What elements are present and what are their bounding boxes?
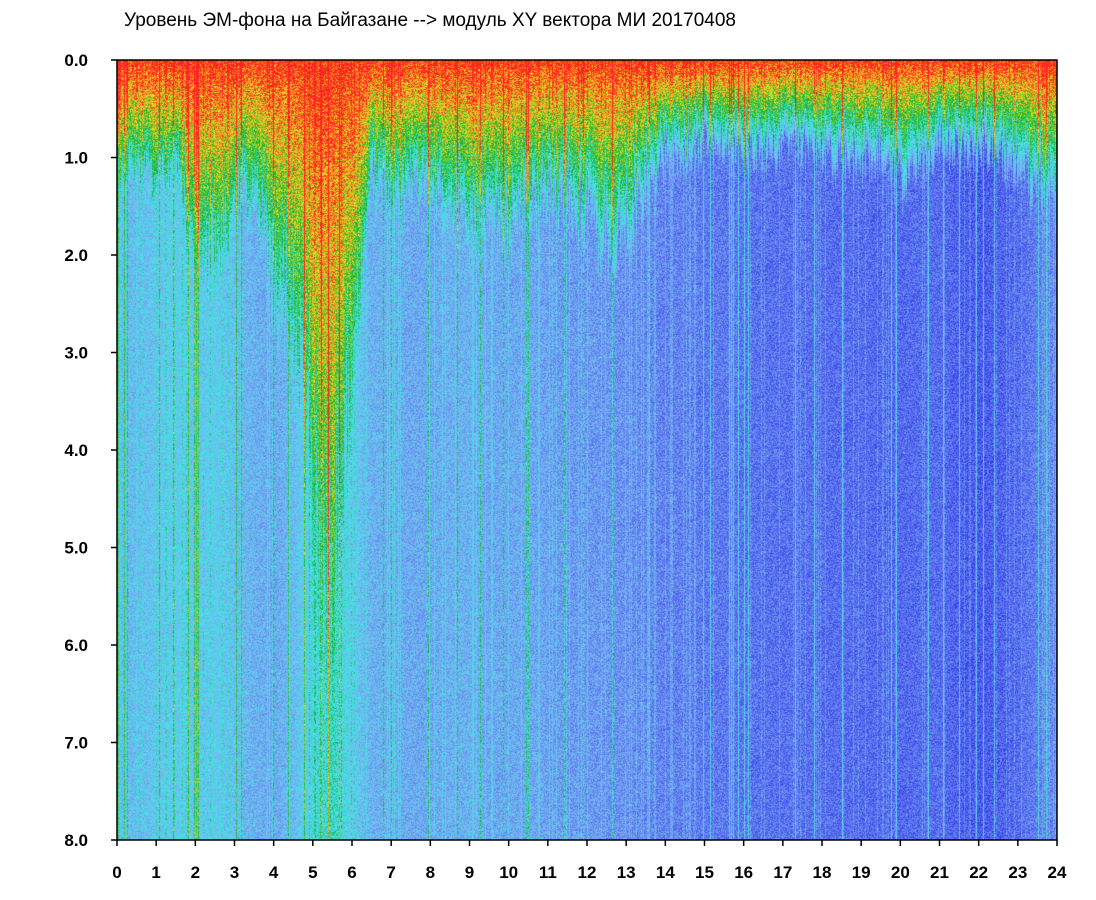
x-tick-label: 23 [1008,863,1027,882]
heatmap-foreign [117,60,1057,840]
y-tick-label: 4.0 [64,441,88,460]
x-tick-label: 11 [539,863,557,882]
chart-title: Уровень ЭМ-фона на Байгазане --> модуль … [124,10,736,31]
y-tick-label: 7.0 [64,734,88,753]
x-tick-label: 16 [734,863,753,882]
x-tick-label: 0 [112,863,121,882]
y-axis: 0.0 1.0 2.0 3.0 4.0 5.0 6.0 7.0 8.0 [64,51,117,850]
y-tick-label: 5.0 [64,539,88,558]
x-tick-label: 18 [813,863,832,882]
x-tick-label: 15 [695,863,714,882]
x-tick-label: 24 [1048,863,1067,882]
plot-area [116,59,1058,841]
x-tick-label: 7 [386,863,395,882]
x-tick-label: 17 [773,863,792,882]
x-tick-label: 14 [656,863,675,882]
x-tick-label: 4 [269,863,279,882]
y-tick-label: 3.0 [64,344,88,363]
x-tick-label: 10 [499,863,518,882]
x-tick-label: 6 [347,863,356,882]
x-tick-label: 9 [465,863,474,882]
x-tick-label: 20 [891,863,910,882]
x-tick-label: 8 [426,863,435,882]
x-tick-label: 19 [852,863,871,882]
x-tick-label: 21 [930,863,949,882]
x-tick-label: 22 [969,863,988,882]
x-tick-label: 2 [191,863,200,882]
y-tick-label: 6.0 [64,636,88,655]
heatmap-canvas [117,60,1057,840]
x-tick-label: 12 [578,863,597,882]
y-tick-label: 2.0 [64,246,88,265]
y-tick-label: 1.0 [64,149,88,168]
x-tick-label: 5 [308,863,317,882]
y-tick-label: 0.0 [64,51,88,70]
y-tick-label: 8.0 [64,831,88,850]
x-tick-label: 3 [230,863,239,882]
x-tick-label: 13 [617,863,636,882]
x-tick-label: 1 [151,863,160,882]
x-axis: 0 1 2 3 4 5 6 7 8 9 10 11 12 13 14 15 16 17 18 19 20 21 22 23 24 [112,840,1067,882]
